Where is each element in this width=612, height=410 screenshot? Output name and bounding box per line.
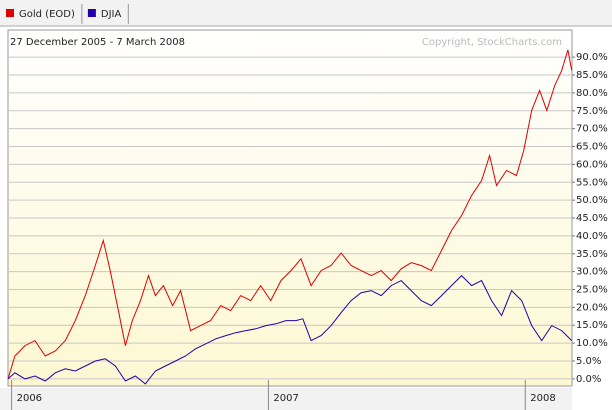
y-tick-label: 55.0%	[576, 177, 608, 188]
y-tick-label: 80.0%	[576, 88, 608, 99]
y-tick-label: 25.0%	[576, 284, 608, 295]
y-tick-label: 0.0%	[576, 374, 601, 385]
y-tick-label: 50.0%	[576, 195, 608, 206]
legend-item: Gold (EOD)	[6, 4, 83, 24]
y-tick-label: 5.0%	[576, 356, 601, 367]
y-tick-label: 85.0%	[576, 70, 608, 81]
y-tick-label: 35.0%	[576, 249, 608, 260]
legend-item: DJIA	[87, 4, 129, 24]
y-tick-label: 40.0%	[576, 231, 608, 242]
x-tick-label: 2007	[273, 393, 298, 404]
x-tick-label: 2006	[17, 393, 42, 404]
legend-swatch	[6, 9, 14, 17]
y-tick-label: 30.0%	[576, 267, 608, 278]
x-axis-strip	[0, 388, 572, 410]
y-tick-label: 70.0%	[576, 124, 608, 135]
series-line	[7, 49, 573, 380]
legend-label: DJIA	[101, 9, 122, 20]
legend-label: Gold (EOD)	[19, 9, 75, 20]
subtitle: 27 December 2005 - 7 March 2008	[10, 37, 185, 48]
y-tick-label: 60.0%	[576, 159, 608, 170]
copyright: Copyright, StockCharts.com	[422, 37, 562, 48]
y-tick-label: 10.0%	[576, 338, 608, 349]
series-line	[7, 274, 573, 385]
y-tick-label: 15.0%	[576, 320, 608, 331]
x-tick-label: 2008	[530, 393, 555, 404]
y-tick-label: 20.0%	[576, 302, 608, 313]
y-tick-label: 65.0%	[576, 142, 608, 153]
y-tick-label: 45.0%	[576, 213, 608, 224]
y-tick-label: 90.0%	[576, 52, 608, 63]
plot-area	[7, 29, 573, 387]
legend-bar	[0, 0, 612, 26]
y-tick-label: 75.0%	[576, 106, 608, 117]
legend-swatch	[87, 9, 96, 17]
